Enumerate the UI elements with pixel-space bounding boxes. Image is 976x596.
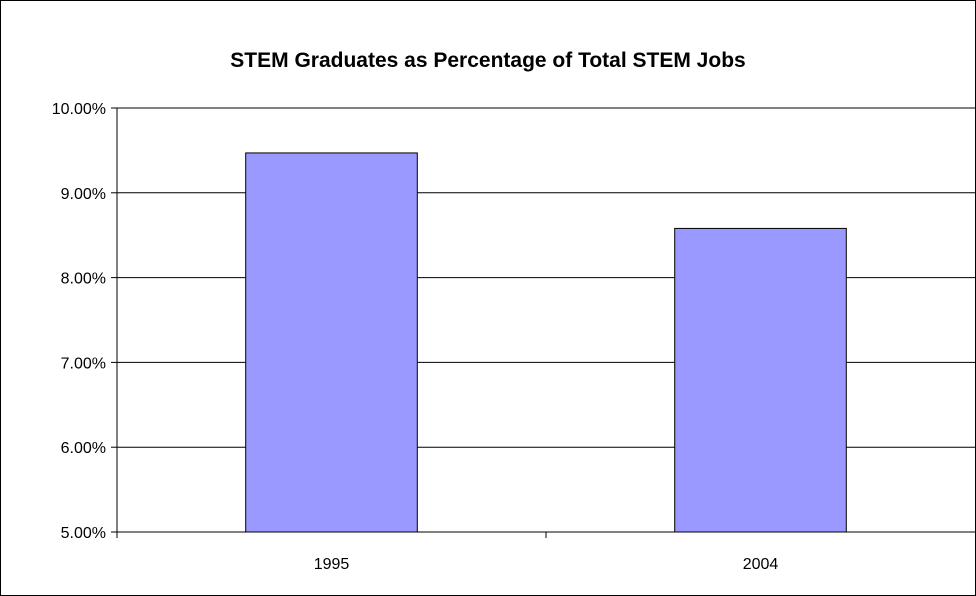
y-tick-label: 6.00%	[61, 440, 106, 457]
y-tick-label: 7.00%	[61, 355, 106, 372]
x-tick-labels: 1995 2004	[314, 556, 779, 573]
y-tick-labels: 5.00% 6.00% 7.00% 8.00% 9.00% 10.00%	[52, 101, 106, 542]
y-tick-label: 10.00%	[52, 101, 106, 118]
y-tick-label: 9.00%	[61, 186, 106, 203]
bar-2004	[674, 227, 847, 533]
y-tick-label: 5.00%	[61, 525, 106, 542]
y-tick-label: 8.00%	[61, 271, 106, 288]
bars	[245, 152, 847, 533]
chart-title: STEM Graduates as Percentage of Total ST…	[230, 49, 746, 72]
x-tick-label: 2004	[743, 556, 779, 573]
x-tick-label: 1995	[314, 556, 350, 573]
axes	[111, 107, 975, 538]
bar-1995	[245, 152, 418, 533]
